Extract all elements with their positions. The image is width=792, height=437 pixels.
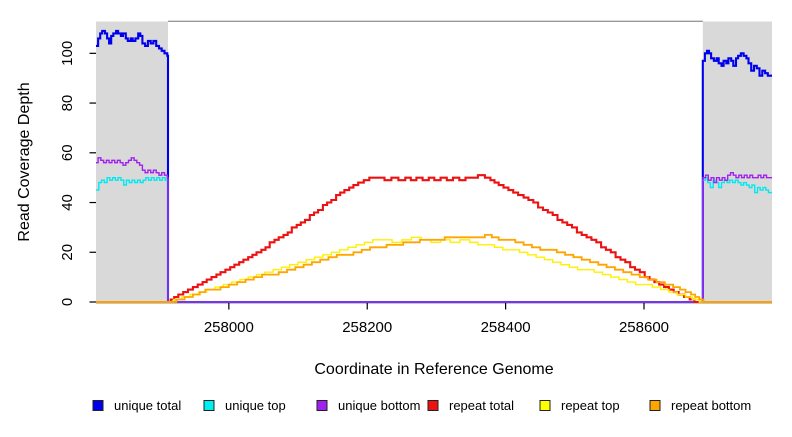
legend-swatch-repeat-total	[427, 400, 439, 411]
legend-item-repeat-top: repeat top	[539, 398, 620, 413]
legend-item-repeat-bottom: repeat bottom	[649, 398, 751, 413]
x-tick-label: 258400	[481, 319, 531, 336]
series-layer	[96, 29, 772, 304]
legend-label-unique-bottom: unique bottom	[338, 398, 420, 413]
series-line-repeat-total	[96, 174, 772, 304]
x-tick-label: 258600	[619, 319, 669, 336]
y-tick-label: 100	[59, 41, 76, 66]
y-tick-label: 60	[59, 144, 76, 161]
y-tick-label: 20	[59, 244, 76, 261]
y-tick-label: 40	[59, 194, 76, 211]
shaded-region-left	[96, 21, 168, 302]
x-tick-label: 258200	[342, 319, 392, 336]
legend-label-repeat-top: repeat top	[561, 398, 620, 413]
tick-layer: 258000 258200 258400 258600 0 20 40 60 80 100	[59, 41, 669, 336]
y-tick-label: 0	[59, 298, 76, 306]
y-tick-label: 80	[59, 95, 76, 112]
axis-base-layer	[96, 21, 772, 304]
legend: unique total unique top unique bottom repea…	[92, 398, 751, 413]
legend-label-repeat-total: repeat total	[449, 398, 514, 413]
x-tick-label: 258000	[204, 319, 254, 336]
legend-item-repeat-total: repeat total	[427, 398, 514, 413]
legend-swatch-repeat-top	[539, 400, 551, 411]
legend-swatch-unique-top	[203, 400, 215, 411]
series-line-unique-total	[96, 29, 772, 304]
legend-label-repeat-bottom: repeat bottom	[671, 398, 751, 413]
legend-item-unique-top: unique top	[203, 398, 286, 413]
legend-item-unique-bottom: unique bottom	[316, 398, 420, 413]
shaded-region-right	[702, 21, 772, 302]
shaded-regions-layer	[96, 21, 772, 302]
legend-label-unique-total: unique total	[114, 398, 181, 413]
legend-swatch-unique-total	[92, 400, 104, 411]
series-line-repeat-top	[96, 236, 772, 303]
legend-swatch-repeat-bottom	[649, 400, 661, 411]
legend-item-unique-total: unique total	[92, 398, 181, 413]
series-line-unique-bottom	[96, 157, 772, 303]
y-axis-title: Read Coverage Depth	[16, 82, 33, 241]
x-axis-title: Coordinate in Reference Genome	[314, 361, 553, 378]
legend-label-unique-top: unique top	[225, 398, 286, 413]
legend-swatch-unique-bottom	[316, 400, 328, 411]
series-line-repeat-bottom	[96, 234, 772, 303]
